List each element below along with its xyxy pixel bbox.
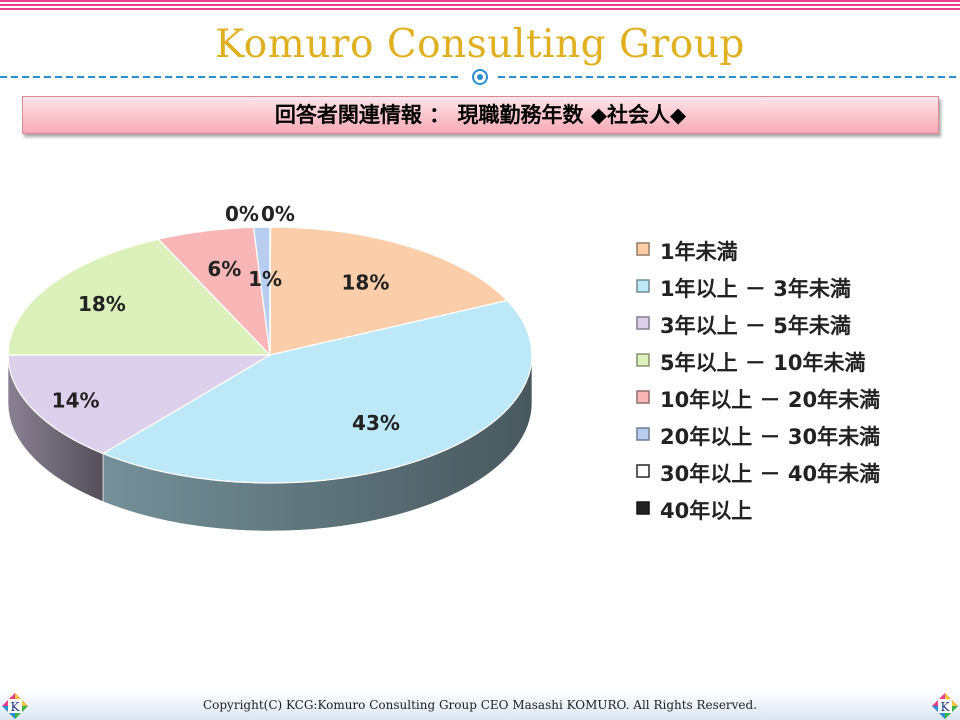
legend-swatch-2 — [636, 279, 650, 293]
pie-data-label-4: 18% — [78, 292, 126, 316]
legend-label-3: 3年以上 － 5年未満 — [660, 314, 851, 338]
legend-swatch-3 — [636, 316, 650, 330]
k-logo-right: K — [932, 693, 958, 719]
chart-legend: 1年未満 1年以上 － 3年未満 3年以上 － 5年未満 5年以上 － 10年未満 10… — [636, 240, 880, 523]
header-divider — [0, 69, 960, 85]
top-stripes — [0, 0, 960, 14]
legend-swatch-4 — [636, 353, 650, 367]
pie-data-label-1: 18% — [342, 271, 390, 295]
pie-data-labels: 18% 43% 14% 18% 6% 1% 0% 0% — [52, 202, 400, 435]
legend-label-5: 10年以上 － 20年未満 — [660, 388, 880, 412]
legend-label-4: 5年以上 － 10年未満 — [660, 351, 865, 375]
legend-swatch-6 — [636, 427, 650, 441]
pie-data-label-6: 1% — [248, 267, 282, 291]
legend-swatch-7 — [636, 464, 650, 478]
pie-data-label-2: 43% — [352, 411, 400, 435]
k-logo-left: K — [2, 693, 28, 719]
legend-label-8: 40年以上 — [660, 499, 752, 523]
pie-data-label-5: 6% — [207, 257, 241, 281]
legend-label-2: 1年以上 － 3年未満 — [660, 277, 851, 301]
legend-swatch-1 — [636, 242, 650, 256]
legend-label-7: 30年以上 － 40年未満 — [660, 462, 880, 486]
legend-label-6: 20年以上 － 30年未満 — [660, 425, 880, 449]
pie-slice-3 — [7, 354, 273, 455]
legend-swatch-5 — [636, 390, 650, 404]
svg-text:K: K — [941, 700, 951, 714]
copyright-text: Copyright(C) KCG:Komuro Consulting Group… — [202, 698, 758, 712]
pie-data-label-8: 0% — [261, 202, 295, 226]
footer-bar: Copyright(C) KCG:Komuro Consulting Group… — [0, 690, 960, 720]
pie-data-label-3: 14% — [52, 389, 100, 413]
svg-text:K: K — [11, 700, 21, 714]
pie-slice-4 — [7, 238, 272, 356]
legend-swatch-8 — [636, 501, 650, 515]
pie-chart: 18% 43% 14% 18% 6% 1% 0% 0% 1年未満 1年以上 － 3年未満 3年以上… — [7, 202, 880, 532]
pie-data-label-7: 0% — [225, 202, 259, 226]
pie-slice-1 — [269, 226, 509, 356]
pie-slice-2 — [101, 299, 533, 484]
brand-title: Komuro Consulting Group — [215, 22, 745, 67]
pie-slice-8 — [269, 226, 272, 356]
legend-label-1: 1年未満 — [660, 240, 738, 264]
pie-slices — [7, 226, 533, 484]
section-title: 回答者関連情報 ： 現職勤務年数 ◆社会人◆ — [22, 96, 939, 134]
